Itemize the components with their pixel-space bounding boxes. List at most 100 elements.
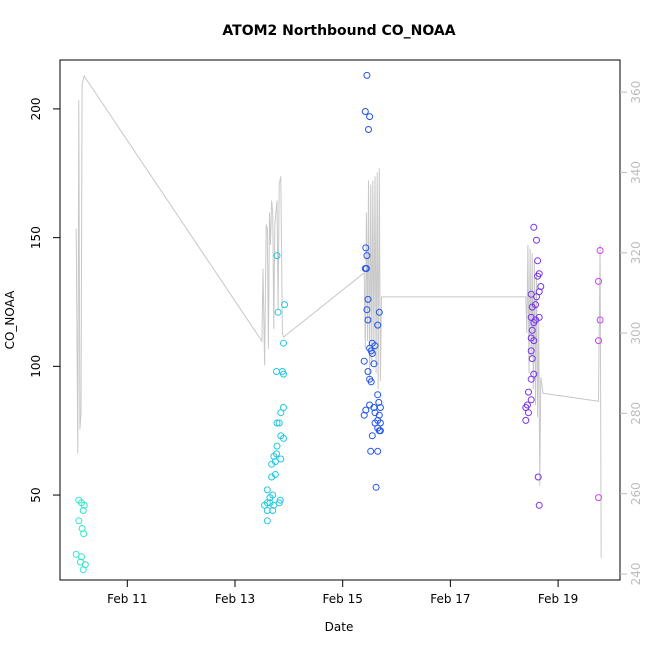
y2-tick-label: 320 [629,241,643,264]
data-point [280,434,287,442]
data-point [374,447,382,455]
data-point [533,236,540,244]
x-tick-label: Feb 13 [215,592,255,606]
data-point [376,427,384,435]
data-point [522,416,530,424]
data-point [527,396,535,404]
data-point [595,494,602,502]
x-tick-label: Feb 15 [323,592,363,606]
data-point [361,108,369,115]
data-point [595,277,602,285]
data-point [376,404,384,411]
data-point [596,316,604,324]
data-point [362,265,370,272]
y-tick-label: 200 [29,97,43,120]
data-point [273,442,281,450]
scatter-series-3 [360,71,384,491]
data-point [360,411,368,419]
data-point [365,126,372,133]
data-point [275,419,283,427]
data-point [75,517,83,525]
data-point [375,308,383,316]
data-point [263,507,271,514]
data-point [530,337,538,345]
data-point [535,501,543,509]
x-tick-label: Feb 17 [430,592,470,606]
x-tick-label: Feb 19 [538,592,578,606]
data-point [274,308,282,316]
data-point [364,316,372,324]
data-point [371,342,379,350]
data-point [273,419,281,427]
data-point [370,360,378,368]
data-point [367,378,375,386]
data-point [80,530,88,538]
data-point [364,368,372,375]
data-point [528,303,536,311]
data-point [368,350,376,357]
data-point [273,368,280,375]
right-axis-line-series [75,74,602,558]
scatter-series-1 [72,496,89,574]
data-point [268,460,276,468]
data-point [80,501,88,509]
y2-tick-label: 260 [629,482,643,505]
data-point [530,223,538,231]
data-point [534,473,542,481]
data-point [366,113,374,121]
data-point [528,326,536,334]
data-point [596,247,604,254]
data-point [363,252,371,260]
data-point [595,337,602,345]
data-point [79,507,87,514]
x-tick-label: Feb 11 [107,592,147,606]
y2-tick-label: 340 [629,161,643,184]
data-point [533,293,540,301]
y2-tick-label: 280 [629,402,643,425]
data-point [367,447,375,455]
data-point [364,295,372,303]
y2-tick-label: 300 [629,322,643,345]
scatter-series-5 [595,247,604,502]
data-point [528,355,536,363]
data-point [534,272,542,280]
data-point [374,391,382,399]
data-point [280,339,287,347]
data-point [525,409,532,417]
data-point [530,319,538,327]
scatter-series-2 [261,252,288,525]
data-point [534,257,542,265]
scatter-series-group [72,71,604,574]
data-point [525,388,532,396]
data-point [527,347,535,355]
y2-tick-label: 360 [629,81,643,104]
right-axis-line [75,74,602,558]
data-point [277,455,285,463]
data-point [363,306,371,314]
y-tick-label: 100 [29,355,43,378]
data-point [263,486,271,494]
data-point [277,409,285,417]
x-axis-label: Date [325,620,354,634]
data-point [263,517,271,525]
data-point [360,357,368,365]
data-point [79,566,87,574]
data-point [276,496,284,504]
data-point [362,244,370,252]
data-point [273,252,281,260]
data-point [527,375,535,383]
data-point [372,483,380,491]
data-point [363,71,371,79]
data-point [269,507,277,514]
scatter-series-4 [522,223,545,509]
chart-title: ATOM2 Northbound CO_NOAA [222,23,455,39]
y2-tick-label: 240 [629,563,643,586]
y-tick-label: 50 [29,487,43,502]
data-point [368,432,376,440]
y-tick-label: 150 [29,226,43,249]
y-axis-label: CO_NOAA [3,290,17,350]
data-point [280,370,287,378]
data-point [268,473,276,481]
data-point [281,301,288,309]
